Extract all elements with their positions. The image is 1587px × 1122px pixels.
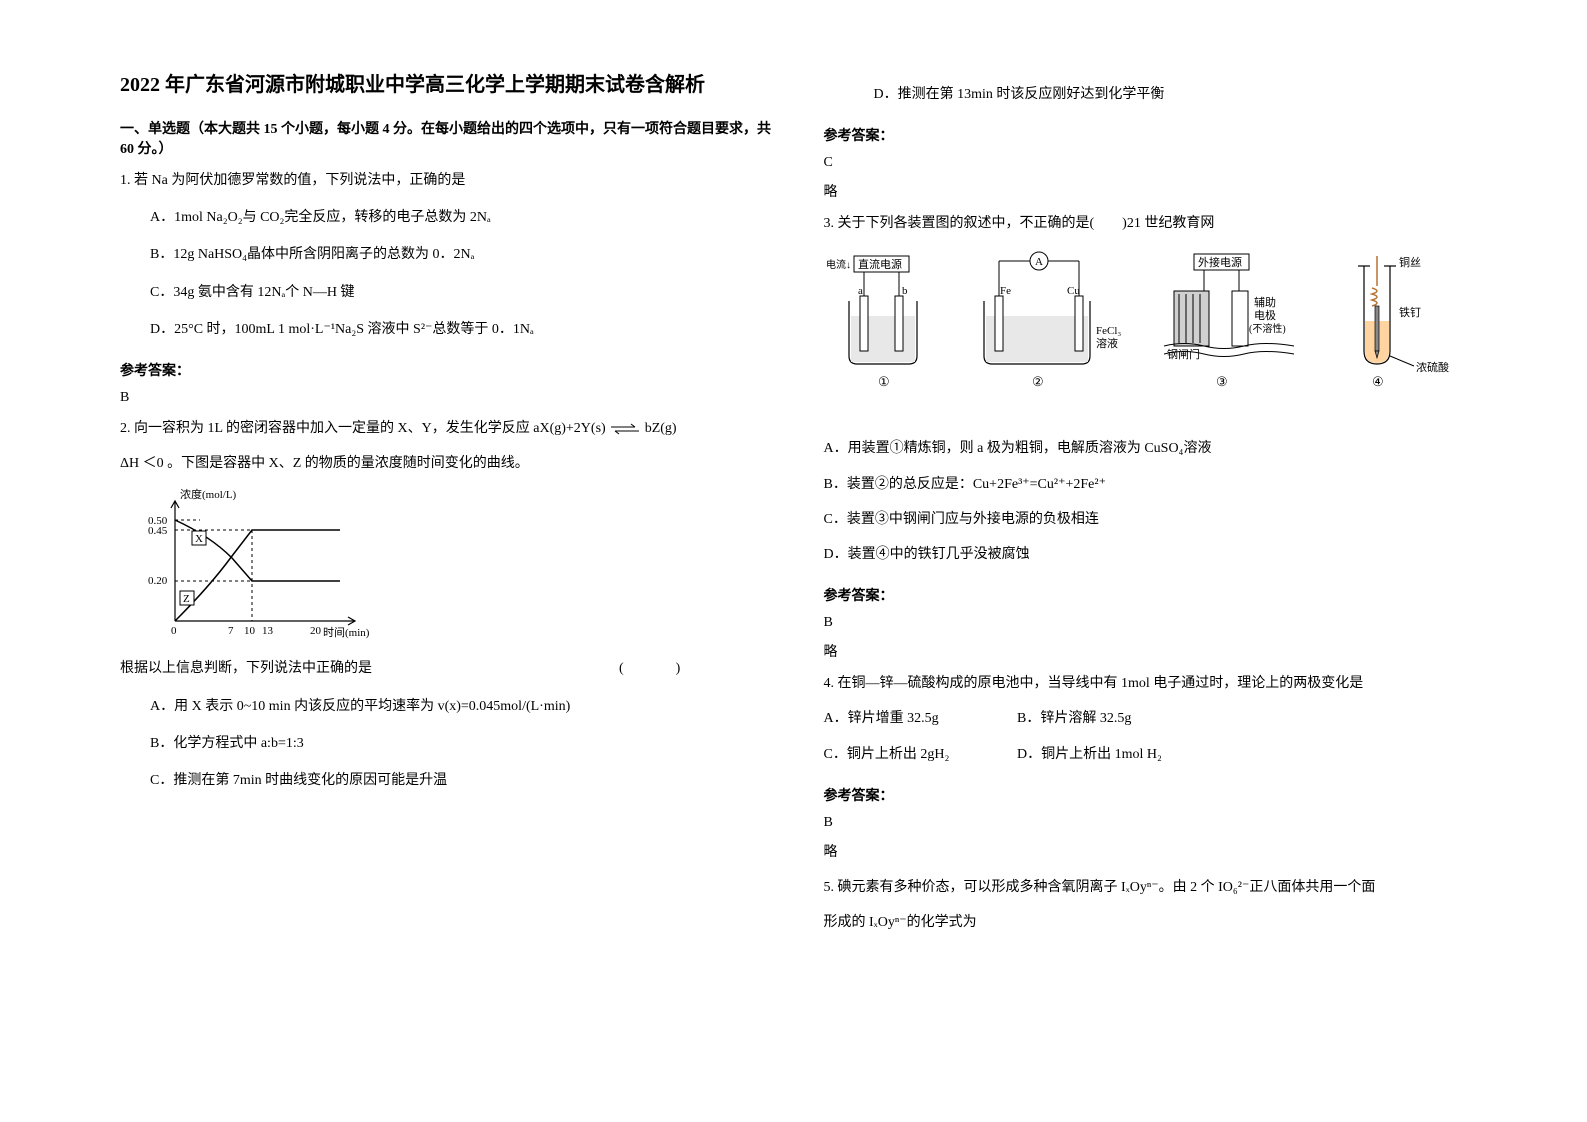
d3-valve: 钢闸门 bbox=[1167, 347, 1200, 361]
q2-judge: 根据以上信息判断，下列说法中正确的是 ( ) bbox=[120, 656, 784, 681]
series-x-label: X bbox=[195, 533, 203, 545]
d4-acid: 浓硫酸 bbox=[1416, 360, 1449, 374]
q2-answer-label: 参考答案： bbox=[824, 125, 1488, 145]
left-column: 2022 年广东省河源市附城职业中学高三化学上学期期末试卷含解析 一、单选题（本… bbox=[100, 70, 804, 1082]
q3-devices-figure: 直流电源 电流↓ a b ① A Fe bbox=[824, 246, 1488, 416]
q2-option-b: B．化学方程式中 a:b=1:3 bbox=[150, 731, 784, 756]
xtick-0: 0 bbox=[171, 625, 177, 637]
d1-current-label: 电流↓ bbox=[826, 258, 851, 271]
d1-label: ① bbox=[878, 374, 890, 389]
ytick-045: 0.45 bbox=[148, 525, 168, 537]
q3-note: 略 bbox=[824, 641, 1488, 661]
q4-answer-label: 参考答案： bbox=[824, 785, 1488, 805]
d1-b: b bbox=[902, 285, 908, 297]
q1-option-b: B．12g NaHSO₄晶体中所含阴阳离子的总数为 0．2Nₐ bbox=[150, 242, 784, 267]
series-z-label: Z bbox=[183, 593, 190, 605]
xlabel: 时间(min) bbox=[323, 626, 370, 639]
d4-nail: 铁钉 bbox=[1399, 306, 1421, 319]
d2-cu: Cu bbox=[1067, 285, 1080, 297]
q3-option-b: B．装置②的总反应是：Cu+2Fe³⁺=Cu²⁺+2Fe²⁺ bbox=[824, 472, 1488, 497]
device-1: 直流电源 电流↓ a b ① bbox=[826, 256, 917, 389]
q2-blank-paren: ( ) bbox=[619, 661, 688, 676]
q2-option-c: C．推测在第 7min 时曲线变化的原因可能是升温 bbox=[150, 768, 784, 793]
d3-aux1: 辅助 bbox=[1254, 295, 1276, 309]
d3-aux2: 电极 bbox=[1254, 308, 1276, 322]
q2-judge-text: 根据以上信息判断，下列说法中正确的是 bbox=[120, 661, 372, 676]
xtick-13: 13 bbox=[262, 625, 274, 637]
d1-a: a bbox=[858, 285, 863, 297]
d2-meter: A bbox=[1035, 256, 1043, 268]
d1-top: 直流电源 bbox=[858, 257, 902, 271]
d2-fe: Fe bbox=[1000, 285, 1011, 297]
q1-option-a: A．1mol Na₂O₂与 CO₂完全反应，转移的电子总数为 2Nₐ bbox=[150, 205, 784, 230]
ytick-020: 0.20 bbox=[148, 575, 168, 587]
q4-note: 略 bbox=[824, 841, 1488, 861]
q4-row-ab: A．锌片增重 32.5g B．锌片溶解 32.5g bbox=[824, 706, 1488, 731]
devices-svg: 直流电源 电流↓ a b ① A Fe bbox=[824, 246, 1464, 416]
d2-sol1: FeCl₃ bbox=[1096, 325, 1121, 337]
q2-stem-post: bZ(g) bbox=[645, 421, 677, 436]
q2-stem-pre: 2. 向一容积为 1L 的密闭容器中加入一定量的 X、Y，发生化学反应 aX(g… bbox=[120, 421, 606, 436]
q4-stem: 4. 在铜—锌—硫酸构成的原电池中，当导线中有 1mol 电子通过时，理论上的两… bbox=[824, 671, 1488, 696]
q3-option-a: A．用装置①精炼铜，则 a 极为粗铜，电解质溶液为 CuSO₄溶液 bbox=[824, 436, 1488, 461]
d2-sol2: 溶液 bbox=[1096, 336, 1118, 350]
d3-aux3: (不溶性) bbox=[1249, 322, 1286, 335]
q2-option-d: D．推测在第 13min 时该反应刚好达到化学平衡 bbox=[874, 82, 1488, 107]
q1-option-d: D．25°C 时，100mL 1 mol·L⁻¹Na₂S 溶液中 S²⁻总数等于… bbox=[150, 317, 784, 342]
q4-option-b: B．锌片溶解 32.5g bbox=[1017, 711, 1131, 726]
q3-answer: B bbox=[824, 615, 1488, 631]
device-4: 铜丝 铁钉 浓硫酸 ④ bbox=[1358, 255, 1449, 389]
q4-option-c: C．铜片上析出 2gH₂ bbox=[824, 742, 1014, 767]
d4-label: ④ bbox=[1372, 374, 1384, 389]
q2-stem2: ΔH ＜0 。下图是容器中 X、Z 的物质的量浓度随时间变化的曲线。 bbox=[120, 451, 784, 476]
exam-title: 2022 年广东省河源市附城职业中学高三化学上学期期末试卷含解析 bbox=[120, 70, 784, 100]
d3-top: 外接电源 bbox=[1198, 255, 1242, 269]
q4-option-d: D．铜片上析出 1mol H₂ bbox=[1017, 747, 1162, 762]
q5-stem: 5. 碘元素有多种价态，可以形成多种含氧阴离子 IₓOyⁿ⁻。由 2 个 IO₆… bbox=[824, 875, 1488, 900]
q5-stem2: 形成的 IₓOyⁿ⁻的化学式为 bbox=[824, 910, 1488, 935]
concentration-time-chart: 0.50 0.45 0.20 浓度(mol/L) 0 7 10 13 20 时间… bbox=[140, 486, 380, 646]
series-x-line bbox=[175, 520, 340, 581]
xtick-7: 7 bbox=[228, 625, 234, 637]
ylabel: 浓度(mol/L) bbox=[180, 487, 237, 501]
d4-wire: 铜丝 bbox=[1399, 255, 1421, 269]
q4-answer: B bbox=[824, 815, 1488, 831]
device-2: A Fe Cu FeCl₃ 溶液 ② bbox=[984, 252, 1121, 389]
equilibrium-arrow-icon bbox=[609, 423, 641, 435]
q2-stem: 2. 向一容积为 1L 的密闭容器中加入一定量的 X、Y，发生化学反应 aX(g… bbox=[120, 416, 784, 441]
section-1-header: 一、单选题（本大题共 15 个小题，每小题 4 分。在每小题给出的四个选项中，只… bbox=[120, 118, 784, 158]
q2-note: 略 bbox=[824, 181, 1488, 201]
q4-row-cd: C．铜片上析出 2gH₂ D．铜片上析出 1mol H₂ bbox=[824, 742, 1488, 767]
q1-stem: 1. 若 Na 为阿伏加德罗常数的值，下列说法中，正确的是 bbox=[120, 168, 784, 193]
q3-stem: 3. 关于下列各装置图的叙述中，不正确的是( )21 世纪教育网 bbox=[824, 211, 1488, 236]
device-3: 外接电源 钢闸门 辅助 电极 (不溶性) ③ bbox=[1164, 254, 1294, 389]
q2-chart: 0.50 0.45 0.20 浓度(mol/L) 0 7 10 13 20 时间… bbox=[140, 486, 784, 646]
q3-option-d: D．装置④中的铁钉几乎没被腐蚀 bbox=[824, 542, 1488, 567]
q4-option-a: A．锌片增重 32.5g bbox=[824, 706, 1014, 731]
q3-option-c: C．装置③中钢闸门应与外接电源的负极相连 bbox=[824, 507, 1488, 532]
xtick-10: 10 bbox=[244, 625, 256, 637]
xtick-20: 20 bbox=[310, 625, 322, 637]
q3-answer-label: 参考答案： bbox=[824, 585, 1488, 605]
q2-answer: C bbox=[824, 155, 1488, 171]
d3-label: ③ bbox=[1216, 374, 1228, 389]
q1-answer-label: 参考答案： bbox=[120, 360, 784, 380]
d2-label: ② bbox=[1032, 374, 1044, 389]
q1-option-c: C．34g 氨中含有 12Nₐ个 N—H 键 bbox=[150, 280, 784, 305]
q2-option-a: A．用 X 表示 0~10 min 内该反应的平均速率为 v(x)=0.045m… bbox=[150, 694, 784, 719]
right-column: D．推测在第 13min 时该反应刚好达到化学平衡 参考答案： C 略 3. 关… bbox=[804, 70, 1508, 1082]
q1-answer: B bbox=[120, 390, 784, 406]
